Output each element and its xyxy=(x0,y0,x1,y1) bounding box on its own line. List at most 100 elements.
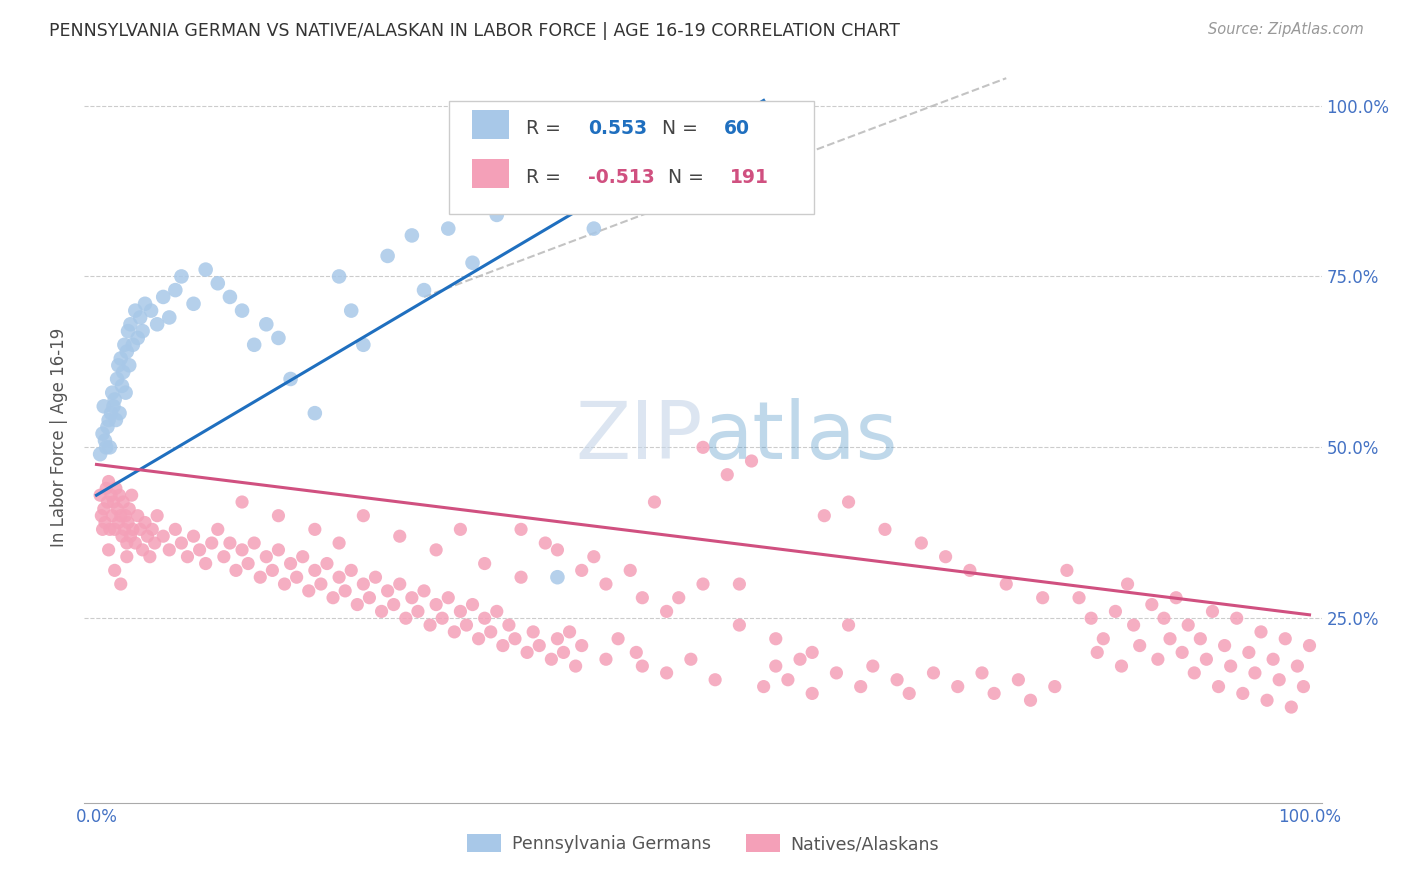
Point xyxy=(346,598,368,612)
Point xyxy=(98,522,121,536)
Bar xyxy=(471,159,509,188)
Point xyxy=(1208,680,1230,694)
Bar xyxy=(471,110,509,139)
Point xyxy=(1201,604,1223,618)
Point xyxy=(97,475,120,489)
Text: Source: ZipAtlas.com: Source: ZipAtlas.com xyxy=(1208,22,1364,37)
Point xyxy=(443,624,465,639)
Point xyxy=(105,372,128,386)
Point xyxy=(406,604,429,618)
Point xyxy=(120,529,142,543)
Point xyxy=(115,536,138,550)
Point xyxy=(801,645,824,659)
Point xyxy=(1279,700,1302,714)
Point xyxy=(546,570,568,584)
Point xyxy=(529,639,551,653)
Point xyxy=(100,406,122,420)
Point xyxy=(571,563,593,577)
Point xyxy=(262,563,284,577)
Text: 191: 191 xyxy=(730,168,769,187)
Point xyxy=(104,563,127,577)
Point xyxy=(1043,680,1066,694)
Y-axis label: In Labor Force | Age 16-19: In Labor Force | Age 16-19 xyxy=(51,327,69,547)
Point xyxy=(752,680,775,694)
Point xyxy=(201,536,224,550)
Point xyxy=(1032,591,1054,605)
Point xyxy=(340,563,363,577)
Point xyxy=(127,508,149,523)
Point xyxy=(970,665,993,680)
Point xyxy=(94,516,117,530)
Point xyxy=(291,549,314,564)
Point xyxy=(801,686,824,700)
Point xyxy=(922,665,945,680)
Point xyxy=(117,516,139,530)
Point xyxy=(143,536,166,550)
Point xyxy=(1237,645,1260,659)
Point xyxy=(1298,639,1320,653)
Point xyxy=(946,680,969,694)
Point xyxy=(322,591,344,605)
Point xyxy=(170,269,193,284)
Point xyxy=(582,549,605,564)
Point xyxy=(194,557,217,571)
Point xyxy=(304,563,326,577)
Point xyxy=(340,303,363,318)
Point xyxy=(146,508,169,523)
Point xyxy=(626,645,648,659)
Point xyxy=(765,659,787,673)
Point xyxy=(101,508,124,523)
Point xyxy=(267,508,290,523)
Point xyxy=(157,310,180,325)
Point xyxy=(93,400,115,414)
Point xyxy=(328,570,350,584)
Point xyxy=(1080,611,1102,625)
Point xyxy=(716,467,738,482)
Point xyxy=(219,290,242,304)
Point xyxy=(1092,632,1115,646)
Point xyxy=(117,324,139,338)
Point xyxy=(413,283,436,297)
Point xyxy=(546,632,568,646)
Point xyxy=(183,529,205,543)
Point xyxy=(254,549,277,564)
Point xyxy=(254,318,277,332)
Point xyxy=(935,549,957,564)
Point xyxy=(1067,591,1090,605)
Point xyxy=(631,591,654,605)
Point xyxy=(1286,659,1309,673)
Text: atlas: atlas xyxy=(703,398,897,476)
Point xyxy=(643,495,665,509)
Point xyxy=(118,359,141,373)
Point xyxy=(146,318,169,332)
Point xyxy=(995,577,1018,591)
Point xyxy=(110,351,132,366)
Point xyxy=(1250,624,1272,639)
Point xyxy=(118,501,141,516)
Point xyxy=(122,522,145,536)
Point xyxy=(115,344,138,359)
Point xyxy=(1274,632,1296,646)
Point xyxy=(104,392,127,407)
Point xyxy=(298,583,321,598)
Point xyxy=(619,563,641,577)
Point xyxy=(243,338,266,352)
Point xyxy=(96,420,118,434)
Point xyxy=(112,522,135,536)
Point xyxy=(558,624,581,639)
Point xyxy=(333,583,356,598)
Point xyxy=(1147,652,1170,666)
Point xyxy=(107,516,129,530)
Point xyxy=(1116,577,1139,591)
Point xyxy=(704,673,727,687)
Point xyxy=(139,303,162,318)
Point xyxy=(910,536,932,550)
Point xyxy=(103,400,125,414)
Point xyxy=(377,583,399,598)
Point xyxy=(595,577,617,591)
Point xyxy=(728,577,751,591)
Point xyxy=(789,652,811,666)
Point xyxy=(131,324,153,338)
Point xyxy=(316,557,339,571)
Point xyxy=(479,624,502,639)
